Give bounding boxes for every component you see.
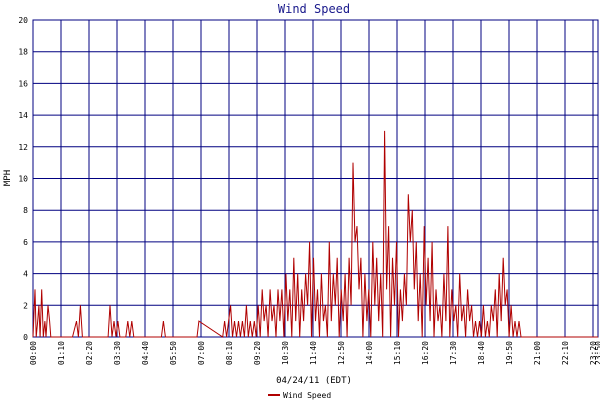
y-tick-label: 10 — [18, 175, 28, 184]
y-tick-label: 8 — [23, 206, 28, 215]
x-axis-ticks: 00:00 01:10 02:20 03:30 04:40 05:50 07:00 08:10… — [29, 341, 600, 365]
x-tick-label: 23:20 — [589, 341, 598, 365]
series-line-wind-speed — [32, 130, 598, 338]
legend-label: Wind Speed — [283, 391, 331, 400]
x-tick-label: 16:20 — [421, 341, 430, 365]
x-tick-label: 15:10 — [393, 341, 402, 365]
y-tick-label: 14 — [18, 111, 28, 120]
x-tick-label: 14:00 — [365, 341, 374, 365]
y-axis-ticks: 0 2 4 6 8 10 12 14 16 18 20 — [18, 16, 28, 342]
x-tick-label: 09:20 — [253, 341, 262, 365]
x-tick-label: 19:50 — [505, 341, 514, 365]
y-tick-label: 18 — [18, 48, 28, 57]
y-axis-label: MPH — [3, 170, 13, 186]
legend: Wind Speed — [268, 391, 331, 400]
x-axis-label: 04/24/11 (EDT) — [276, 376, 352, 386]
x-tick-label: 08:10 — [225, 341, 234, 365]
series-layer — [32, 130, 598, 338]
y-tick-label: 12 — [18, 143, 28, 152]
y-tick-label: 4 — [23, 270, 28, 279]
x-tick-label: 11:40 — [309, 341, 318, 365]
x-tick-label: 04:40 — [141, 341, 150, 365]
x-tick-label: 07:00 — [197, 341, 206, 365]
chart-title: Wind Speed — [278, 2, 350, 16]
x-tick-label: 00:00 — [29, 341, 38, 365]
x-tick-label: 10:30 — [281, 341, 290, 365]
x-tick-label: 22:10 — [561, 341, 570, 365]
y-tick-label: 2 — [23, 301, 28, 310]
x-tick-label: 23:50 — [594, 341, 600, 365]
y-tick-label: 20 — [18, 16, 28, 25]
grid — [32, 19, 599, 338]
x-tick-label: 05:50 — [169, 341, 178, 365]
x-tick-label: 18:40 — [477, 341, 486, 365]
y-tick-label: 16 — [18, 79, 28, 88]
x-tick-label: 03:30 — [113, 341, 122, 365]
y-tick-label: 6 — [23, 238, 28, 247]
x-tick-label: 01:10 — [57, 341, 66, 365]
x-tick-label: 21:00 — [533, 341, 542, 365]
y-tick-label: 0 — [23, 333, 28, 342]
x-tick-label: 12:50 — [337, 341, 346, 365]
x-tick-label: 02:20 — [85, 341, 94, 365]
x-tick-label: 17:30 — [449, 341, 458, 365]
